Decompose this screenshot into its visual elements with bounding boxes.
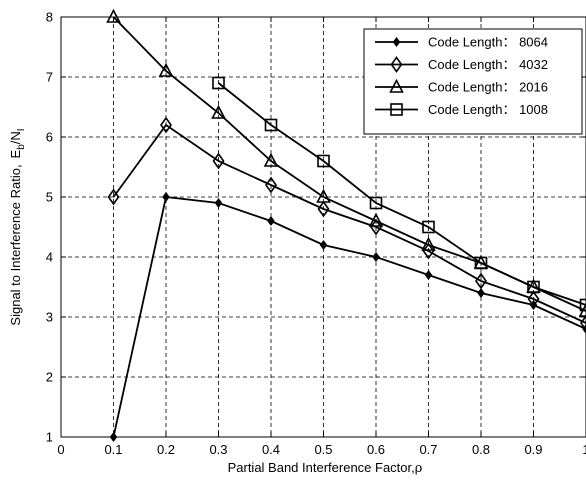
x-tick-label: 0.8 <box>472 442 490 457</box>
x-tick-label: 0.9 <box>524 442 542 457</box>
legend-label: Code Length： 4032 <box>428 57 548 72</box>
data-point-diamond <box>475 272 487 290</box>
data-point-triangle <box>158 62 174 77</box>
data-point-triangle <box>211 104 226 119</box>
legend-entry: Code Length： 4032 <box>375 56 548 73</box>
data-point-filled-diamond <box>477 288 485 298</box>
data-point-filled-diamond <box>372 252 380 262</box>
x-tick-label: 0.4 <box>262 442 280 457</box>
x-tick-label: 0.5 <box>314 442 332 457</box>
legend-label: Code Length： 8064 <box>428 35 548 50</box>
data-point-filled-diamond <box>267 216 275 226</box>
legend-label: Code Length： 2016 <box>428 80 548 95</box>
data-point-filled-diamond <box>162 192 170 202</box>
legend-entry: Code Length： 1008 <box>375 102 548 117</box>
data-point-filled-diamond <box>319 240 328 250</box>
data-point-diamond <box>390 56 403 73</box>
data-point-diamond <box>265 176 277 194</box>
series-line <box>112 123 586 324</box>
series-line <box>217 82 586 306</box>
x-tick-label: 0.1 <box>104 442 122 457</box>
legend-entry: Code Length： 2016 <box>375 78 548 95</box>
series-4 <box>212 76 586 312</box>
legend-label: Code Length： 1008 <box>428 102 548 117</box>
y-tick-label: 1 <box>46 430 53 445</box>
data-point-diamond <box>370 218 382 236</box>
x-tick-label: 0 <box>57 442 64 457</box>
y-tick-label: 5 <box>46 190 53 205</box>
data-point-triangle <box>389 78 404 93</box>
x-tick-label: 0.3 <box>209 442 227 457</box>
data-point-triangle <box>421 236 436 251</box>
data-point-triangle <box>263 152 279 167</box>
data-point-square <box>369 196 383 210</box>
legend: Code Length： 8064 Code Length： 4032 Code L… <box>363 28 583 135</box>
x-tick-label: 0.2 <box>157 442 175 457</box>
y-tick-label: 2 <box>46 370 53 385</box>
data-point-square <box>317 154 330 168</box>
data-point-diamond <box>580 314 586 332</box>
series-1 <box>109 192 586 442</box>
y-tick-label: 7 <box>46 70 53 85</box>
y-tick-label: 6 <box>46 130 53 145</box>
data-point-diamond <box>422 242 435 260</box>
data-point-triangle <box>368 212 384 227</box>
data-point-diamond <box>160 116 172 134</box>
x-axis-title: Partial Band Interference Factor,ρ <box>228 460 423 476</box>
x-tick-label: 0.7 <box>419 442 437 457</box>
data-point-square <box>390 103 403 116</box>
data-point-square <box>527 280 540 294</box>
data-point-diamond <box>107 188 120 206</box>
data-point-filled-diamond <box>392 37 401 47</box>
data-point-triangle <box>106 8 121 23</box>
y-tick-label: 8 <box>46 10 53 25</box>
y-tick-label: 4 <box>46 250 53 265</box>
data-point-square <box>264 118 278 132</box>
data-point-filled-diamond <box>109 432 118 442</box>
axis-ticks: 0 0.1 0.2 0.3 0.4 0.5 0.6 0.7 0.8 0.9 1 1 2 3 4 5 6 7 8 <box>46 10 586 457</box>
y-axis-title: Signal to Interference Ratio,Eb/NI <box>8 128 27 325</box>
series-layer <box>106 8 586 442</box>
data-point-square <box>579 298 586 312</box>
series-2 <box>107 116 586 332</box>
x-tick-label: 0.6 <box>367 442 385 457</box>
y-tick-label: 3 <box>46 310 53 325</box>
data-point-diamond <box>317 200 330 218</box>
data-point-square <box>422 220 435 234</box>
legend-box <box>363 28 583 135</box>
data-point-triangle <box>316 188 331 203</box>
data-point-square <box>474 256 488 270</box>
legend-entry: Code Length： 8064 <box>375 35 548 50</box>
data-point-square <box>212 76 225 90</box>
data-point-diamond <box>527 290 540 308</box>
x-tick-label: 1 <box>582 442 586 457</box>
series-line <box>112 196 586 438</box>
data-point-filled-diamond <box>424 270 433 280</box>
data-point-diamond <box>212 152 225 170</box>
data-point-filled-diamond <box>214 198 223 208</box>
